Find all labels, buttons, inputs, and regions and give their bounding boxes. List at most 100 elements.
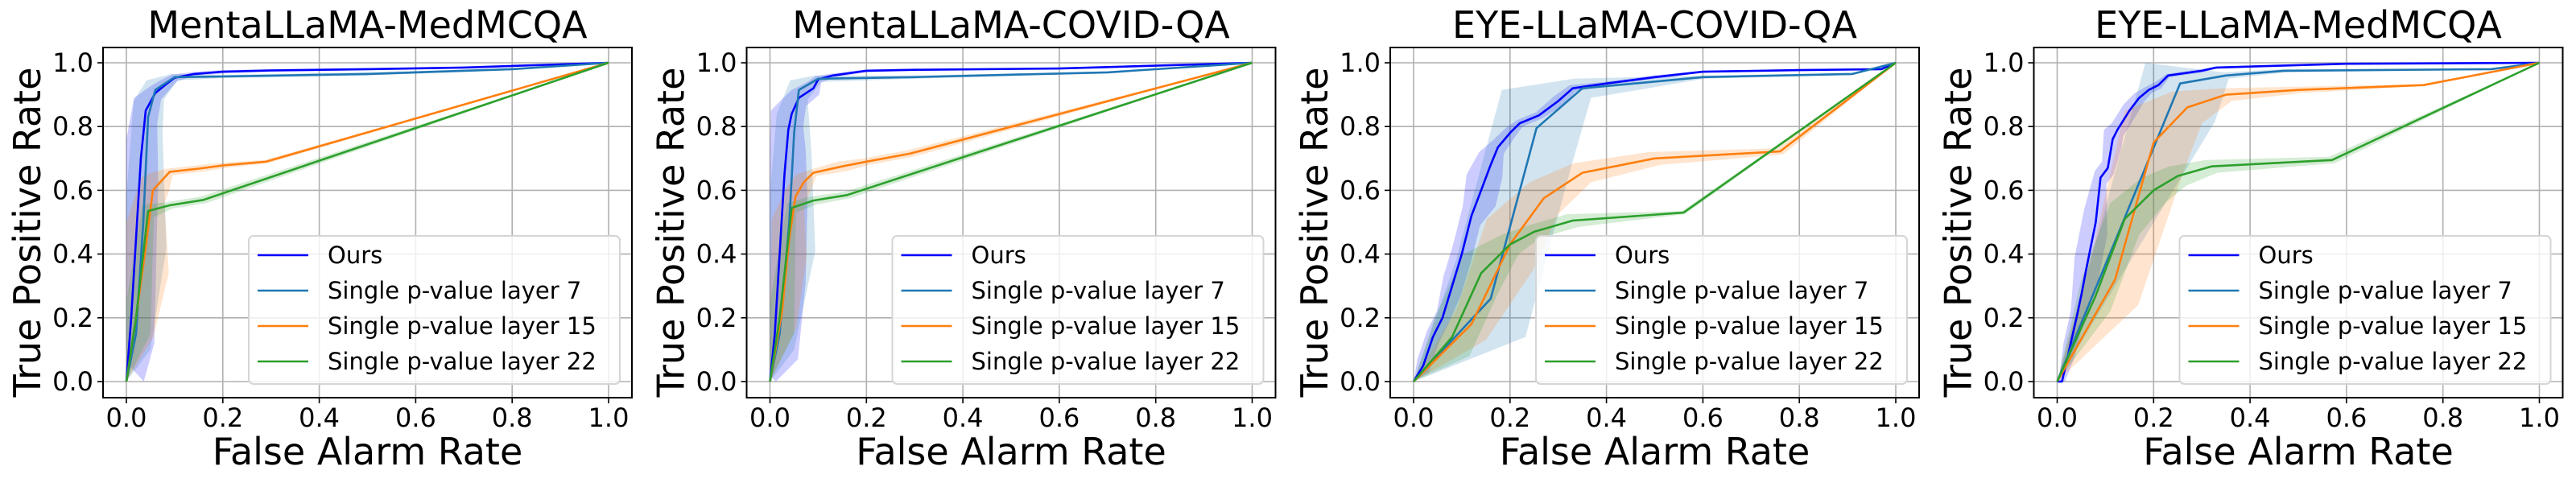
- series-line-single-p-value-layer-15: [1413, 61, 1897, 382]
- plot-area: [125, 61, 609, 382]
- axes-frame: [2033, 47, 2564, 398]
- y-tick-label: 0.6: [52, 175, 93, 205]
- y-tick-label: 0.8: [1340, 111, 1381, 142]
- legend-label: Single p-value layer 7: [972, 277, 1225, 304]
- legend-label: Single p-value layer 15: [972, 312, 1241, 340]
- y-tick-label: 0.4: [52, 239, 93, 270]
- legend-label: Ours: [1615, 242, 1670, 269]
- y-tick-label: 1.0: [1984, 47, 2025, 78]
- x-tick-label: 1.0: [1876, 402, 1917, 433]
- series-line-single-p-value-layer-15: [769, 61, 1253, 382]
- y-tick-label: 0.2: [1984, 303, 2025, 333]
- y-tick-label: 0.0: [696, 366, 737, 397]
- x-axis-label: False Alarm Rate: [856, 430, 1166, 473]
- x-tick-label: 0.0: [106, 402, 147, 433]
- plot-area: [769, 61, 1253, 382]
- x-tick-label: 0.0: [749, 402, 791, 433]
- x-axis-label: False Alarm Rate: [1500, 430, 1810, 473]
- y-tick-label: 1.0: [696, 47, 737, 78]
- y-tick-label: 0.0: [52, 366, 93, 397]
- series-line-single-p-value-layer-22: [1413, 61, 1897, 382]
- y-tick-label: 0.4: [696, 239, 737, 270]
- legend: Ours Single p-value layer 7 Single p-value…: [891, 235, 1265, 385]
- y-tick-label: 1.0: [1340, 47, 1381, 78]
- legend-label: Single p-value layer 7: [2259, 277, 2512, 304]
- legend-label: Single p-value layer 7: [328, 277, 581, 304]
- y-tick-label: 0.8: [52, 111, 93, 142]
- y-axis-label: True Positive Rate: [650, 68, 693, 398]
- y-axis-label: True Positive Rate: [1937, 68, 1980, 398]
- x-tick-label: 0.2: [2133, 402, 2174, 433]
- legend-label: Single p-value layer 22: [2259, 348, 2528, 375]
- axes-frame: [1389, 47, 1920, 398]
- y-tick-label: 0.0: [1984, 366, 2025, 397]
- series-line-single-p-value-layer-22: [2056, 61, 2541, 382]
- axes-frame: [745, 47, 1277, 398]
- legend-box: [248, 235, 621, 385]
- legend-box: [1535, 235, 1908, 385]
- legend-label: Ours: [972, 242, 1026, 269]
- legend-label: Single p-value layer 22: [328, 348, 597, 375]
- legend-label: Ours: [2259, 242, 2314, 269]
- x-tick-label: 1.0: [1232, 402, 1273, 433]
- y-tick-label: 1.0: [52, 47, 93, 78]
- y-tick-label: 0.2: [52, 303, 93, 333]
- x-tick-label: 0.6: [1682, 402, 1724, 433]
- confidence-band-layer: [1414, 63, 1896, 382]
- x-tick-label: 0.6: [2326, 402, 2367, 433]
- chart-title: EYE-LLaMA-MedMCQA: [2095, 3, 2502, 47]
- y-axis-label: True Positive Rate: [1293, 68, 1336, 398]
- x-tick-label: 1.0: [588, 402, 630, 433]
- legend: Ours Single p-value layer 7 Single p-value…: [2178, 235, 2552, 385]
- x-tick-label: 0.2: [1489, 402, 1530, 433]
- x-tick-label: 0.4: [943, 402, 984, 433]
- legend-label: Single p-value layer 15: [2259, 312, 2528, 340]
- y-tick-label: 0.8: [696, 111, 737, 142]
- chart-panel: 0.0 0.2 0.4 0.6 0.8 1.0 0.0 0.2 0.4 0.6 0.8 1.0 Ment…: [6, 3, 633, 473]
- x-tick-label: 0.6: [395, 402, 436, 433]
- x-tick-label: 0.8: [2422, 402, 2463, 433]
- y-tick-label: 0.2: [1340, 303, 1381, 333]
- y-tick-label: 0.8: [1984, 111, 2025, 142]
- series-line-single-p-value-layer-22: [769, 61, 1253, 382]
- y-tick-label: 0.6: [696, 175, 737, 205]
- series-line-single-p-value-layer-7: [2056, 61, 2540, 382]
- x-tick-label: 0.4: [299, 402, 340, 433]
- legend-label: Ours: [328, 242, 382, 269]
- plot-area: [2056, 61, 2541, 383]
- y-tick-label: 0.4: [1984, 239, 2025, 270]
- chart-panel: 0.0 0.2 0.4 0.6 0.8 1.0 0.0 0.2 0.4 0.6 0.8 1.0 EYE-…: [1293, 3, 1920, 473]
- legend: Ours Single p-value layer 7 Single p-value…: [248, 235, 621, 385]
- legend-label: Single p-value layer 22: [1615, 348, 1884, 375]
- y-tick-label: 0.6: [1984, 175, 2025, 205]
- chart-panel: 0.0 0.2 0.4 0.6 0.8 1.0 0.0 0.2 0.4 0.6 0.8 1.0 EYE-…: [1937, 3, 2564, 473]
- x-tick-label: 0.8: [1779, 402, 1820, 433]
- y-tick-label: 0.4: [1340, 239, 1381, 270]
- y-tick-label: 0.2: [696, 303, 737, 333]
- x-tick-label: 0.4: [2230, 402, 2271, 433]
- series-line-single-p-value-layer-15: [2056, 61, 2540, 382]
- legend-box: [2178, 235, 2552, 385]
- confidence-band-layer: [1414, 63, 1896, 382]
- x-tick-label: 0.6: [1038, 402, 1080, 433]
- series-line-ours: [769, 61, 1253, 382]
- confidence-band-layer: [1414, 63, 1896, 382]
- x-tick-label: 0.2: [846, 402, 887, 433]
- chart-title: MentaLLaMA-COVID-QA: [792, 3, 1230, 47]
- x-tick-label: 0.0: [1393, 402, 1435, 433]
- x-axis-label: False Alarm Rate: [2143, 430, 2454, 473]
- legend-label: Single p-value layer 22: [972, 348, 1241, 375]
- confidence-band-ours: [770, 63, 1253, 382]
- y-axis-label: True Positive Rate: [6, 68, 49, 398]
- x-tick-label: 0.4: [1586, 402, 1627, 433]
- series-line-single-p-value-layer-22: [125, 61, 609, 382]
- series-line-ours: [2057, 61, 2540, 383]
- x-tick-label: 0.0: [2037, 402, 2078, 433]
- legend-label: Single p-value layer 7: [1615, 277, 1868, 304]
- x-axis-label: False Alarm Rate: [213, 430, 523, 473]
- legend-label: Single p-value layer 15: [1615, 312, 1884, 340]
- chart-title: MentaLLaMA-MedMCQA: [147, 3, 588, 47]
- x-tick-label: 0.8: [1135, 402, 1176, 433]
- x-tick-label: 0.8: [492, 402, 533, 433]
